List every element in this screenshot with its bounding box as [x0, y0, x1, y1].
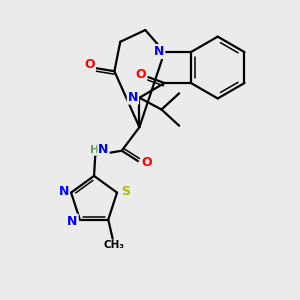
Text: N: N — [98, 143, 109, 156]
Text: O: O — [136, 68, 146, 81]
Text: N: N — [128, 91, 138, 103]
Text: O: O — [84, 58, 95, 71]
Text: H: H — [90, 145, 99, 155]
Text: O: O — [142, 156, 152, 169]
Text: N: N — [154, 45, 164, 58]
Text: N: N — [58, 184, 69, 198]
Text: S: S — [121, 184, 130, 198]
Text: CH₃: CH₃ — [103, 240, 124, 250]
Text: N: N — [67, 214, 78, 228]
